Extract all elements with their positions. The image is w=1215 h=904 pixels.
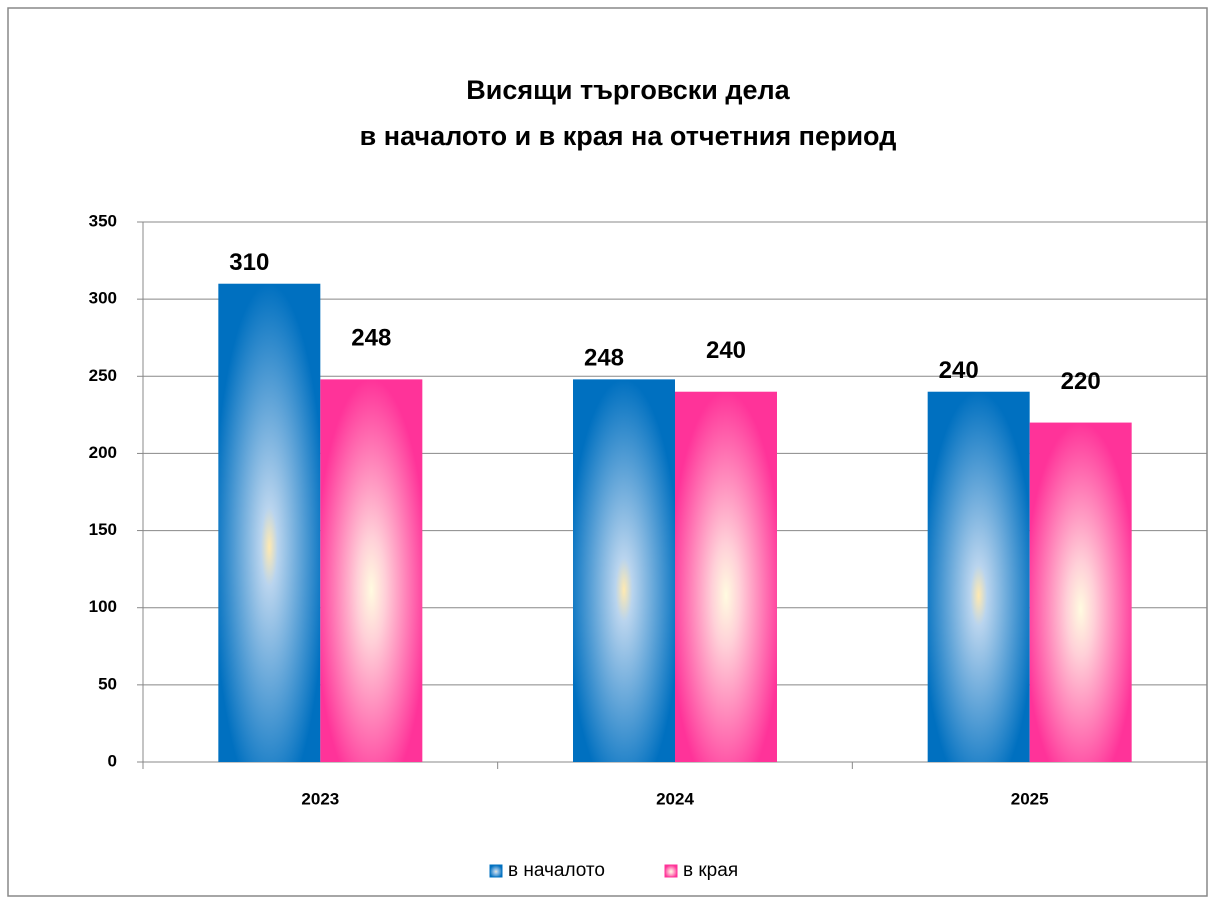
y-tick-label: 0 (108, 751, 117, 770)
data-label: 220 (1061, 368, 1101, 395)
y-tick-label: 150 (89, 520, 117, 539)
y-tick-label: 50 (98, 674, 117, 693)
y-tick-label: 300 (89, 289, 117, 308)
legend-marker (664, 864, 678, 878)
x-tick-label: 2023 (301, 789, 339, 808)
chart-title: в началото и в края на отчетния период (360, 121, 897, 151)
bar (320, 379, 423, 762)
x-tick-label: 2025 (1011, 789, 1049, 808)
bar (573, 379, 675, 762)
bar (675, 391, 777, 762)
y-tick-label: 250 (89, 366, 117, 385)
bar (218, 283, 321, 762)
bar (927, 391, 1030, 762)
y-tick-label: 350 (89, 211, 117, 230)
chart-title: Висящи търговски дела (466, 75, 790, 105)
data-label: 240 (939, 357, 979, 384)
legend-label: в началото (508, 860, 605, 881)
x-tick-label: 2024 (656, 789, 694, 808)
y-tick-label: 100 (89, 597, 117, 616)
legend-marker (489, 864, 503, 878)
data-label: 310 (229, 249, 269, 276)
data-label: 248 (584, 345, 624, 372)
data-label: 248 (351, 325, 391, 352)
y-tick-label: 200 (89, 443, 117, 462)
data-label: 240 (706, 337, 746, 364)
bar (1029, 422, 1132, 762)
legend-label: в края (683, 860, 738, 881)
